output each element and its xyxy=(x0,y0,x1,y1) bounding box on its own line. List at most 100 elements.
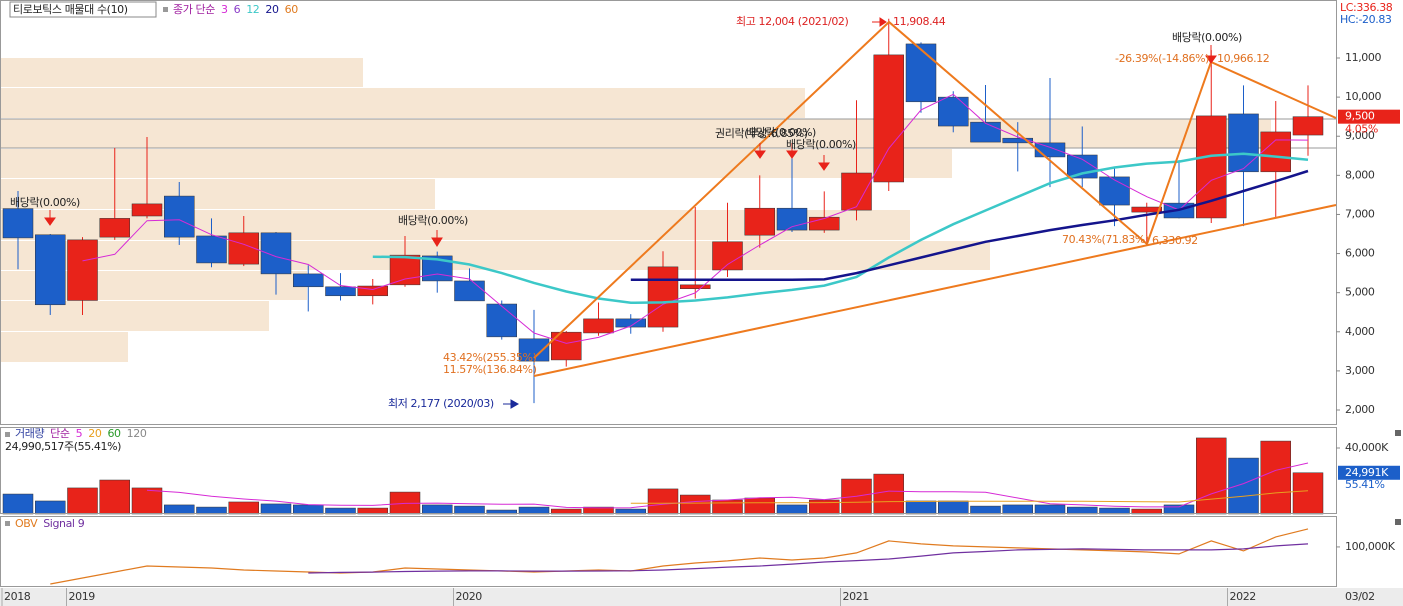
change-label: 4.05% xyxy=(1345,123,1378,136)
candle-body xyxy=(1228,113,1259,173)
legend-box xyxy=(5,432,10,437)
volume-bar xyxy=(938,500,969,515)
panel-close[interactable] xyxy=(1395,430,1401,436)
candle-body xyxy=(35,234,66,306)
candle-body xyxy=(647,266,679,328)
candle-body xyxy=(1292,116,1324,136)
volume-bar xyxy=(131,487,163,515)
y-tick-label: 9,000 xyxy=(1345,129,1375,142)
y-tick-label: 100,000K xyxy=(1345,540,1396,553)
arrow xyxy=(431,230,443,247)
profile-bar xyxy=(1,149,952,178)
event-arrows xyxy=(44,17,1217,247)
candle-body xyxy=(293,273,324,288)
marks xyxy=(2,18,1324,585)
profile-bar xyxy=(1,301,269,331)
trend-line xyxy=(533,20,1337,359)
candle-body xyxy=(680,284,711,290)
x-tick-label: 2018 xyxy=(4,590,31,603)
candle-body xyxy=(2,208,34,239)
volume-bar xyxy=(647,488,679,515)
annotation: -26.39%(-14.86%) xyxy=(1115,52,1209,65)
y-tick-label: 11,000 xyxy=(1345,51,1381,64)
volume-bar xyxy=(1228,457,1259,515)
legend-entry: 3 xyxy=(221,3,228,16)
profile-bar xyxy=(1,119,1271,148)
volume-bar xyxy=(99,479,130,515)
volume-bar xyxy=(680,494,711,515)
arrow xyxy=(44,210,56,226)
arrow xyxy=(503,399,520,409)
y-tick-label: 4,000 xyxy=(1345,325,1375,338)
volume-bar xyxy=(35,500,66,515)
legend-entry: 12 xyxy=(246,3,259,16)
candle-body xyxy=(873,54,904,183)
panel-close[interactable] xyxy=(1395,519,1401,525)
candle-body xyxy=(260,232,292,275)
candle-body xyxy=(1034,142,1066,158)
line-series xyxy=(372,152,1309,305)
volume-bar xyxy=(1196,437,1227,515)
volume-bar xyxy=(196,506,227,515)
legend-box xyxy=(163,7,168,12)
volume-bar xyxy=(164,504,195,515)
annotation: 11.57%(136.84%) xyxy=(443,363,537,376)
volume-bar xyxy=(228,501,259,515)
hc-label: HC:-20.83 xyxy=(1340,13,1392,26)
volume-bar xyxy=(454,505,485,515)
candle-body xyxy=(131,203,163,217)
panel-border xyxy=(0,427,1337,514)
current-price: 9,500 xyxy=(1345,110,1375,123)
last-pct: 55.41% xyxy=(1345,478,1385,491)
candle-body xyxy=(970,121,1001,143)
arrow xyxy=(786,143,798,159)
candle-body xyxy=(583,318,614,334)
legend-entry: Signal 9 xyxy=(43,517,84,530)
volume-bar xyxy=(518,506,550,515)
y-tick-label: 8,000 xyxy=(1345,168,1375,181)
annotation: 권리락(무상:6.85%) xyxy=(715,127,808,140)
x-tick-label: 2021 xyxy=(843,590,869,603)
candle-body xyxy=(196,235,227,264)
candle-body xyxy=(712,241,743,271)
legend-entry: 20 xyxy=(88,427,102,440)
profile-bar xyxy=(1,332,128,362)
profile-bar xyxy=(1,241,990,270)
volume-bar xyxy=(776,504,808,515)
profile-bar xyxy=(1,58,363,87)
legend-box xyxy=(5,521,10,526)
profile-bar xyxy=(1,88,805,118)
profile-bar xyxy=(1,179,435,209)
legend-entry: OBV xyxy=(15,517,38,530)
trend-line xyxy=(533,204,1337,377)
candle-body xyxy=(615,318,646,328)
candle-body xyxy=(1002,137,1033,144)
legend-title: 거래량 xyxy=(15,427,44,440)
date-label: 03/02 xyxy=(1345,590,1375,603)
legend-title: 종가 단순 xyxy=(173,3,215,16)
candle-body xyxy=(1099,176,1130,206)
volume-bar xyxy=(1002,504,1033,515)
candle-body xyxy=(809,216,840,231)
y-tick-label: 5,000 xyxy=(1345,286,1375,299)
y-tick-label: 2,000 xyxy=(1345,403,1375,416)
volume-bar xyxy=(1163,504,1195,515)
candle-body xyxy=(1260,131,1291,173)
annotation: 6,330.92 xyxy=(1152,234,1198,247)
x-tick-label: 2020 xyxy=(456,590,483,603)
annotation: 배당락(0.00%) xyxy=(398,214,468,227)
candle-body xyxy=(67,239,98,301)
title-box xyxy=(9,1,157,18)
volume-bar xyxy=(1260,440,1291,515)
x-tick-label: 2019 xyxy=(69,590,96,603)
volume-bar xyxy=(873,473,904,515)
annotation: 배당락(0.00%) xyxy=(1172,31,1242,44)
y-tick-label: 3,000 xyxy=(1345,364,1375,377)
line-series xyxy=(50,528,1309,585)
volume-bar xyxy=(1034,504,1066,515)
last-volume-box xyxy=(1338,465,1400,480)
volume-bar xyxy=(422,504,453,515)
candle-body xyxy=(1131,206,1162,213)
lc-label: LC:336.38 xyxy=(1340,1,1393,14)
